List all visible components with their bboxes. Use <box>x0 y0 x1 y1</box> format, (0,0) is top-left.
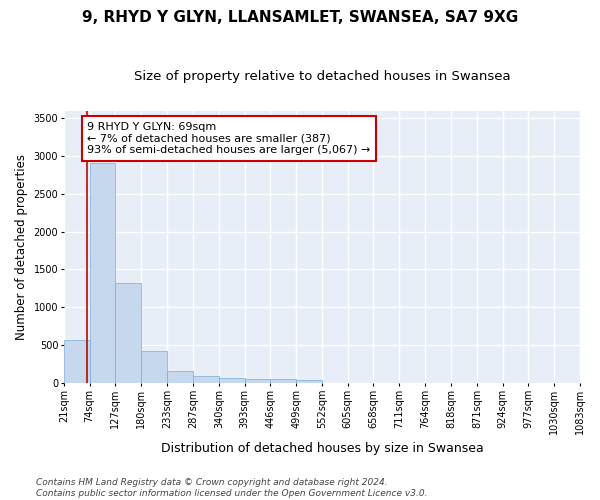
Bar <box>245 378 271 383</box>
Bar <box>167 371 193 383</box>
Bar <box>219 378 245 383</box>
Text: Contains HM Land Registry data © Crown copyright and database right 2024.
Contai: Contains HM Land Registry data © Crown c… <box>36 478 427 498</box>
Bar <box>115 283 141 383</box>
X-axis label: Distribution of detached houses by size in Swansea: Distribution of detached houses by size … <box>161 442 484 455</box>
Bar <box>296 380 322 383</box>
Text: 9 RHYD Y GLYN: 69sqm
← 7% of detached houses are smaller (387)
93% of semi-detac: 9 RHYD Y GLYN: 69sqm ← 7% of detached ho… <box>87 122 371 155</box>
Title: Size of property relative to detached houses in Swansea: Size of property relative to detached ho… <box>134 70 510 83</box>
Bar <box>271 380 296 383</box>
Y-axis label: Number of detached properties: Number of detached properties <box>15 154 28 340</box>
Bar <box>141 352 167 383</box>
Bar <box>193 376 219 383</box>
Text: 9, RHYD Y GLYN, LLANSAMLET, SWANSEA, SA7 9XG: 9, RHYD Y GLYN, LLANSAMLET, SWANSEA, SA7… <box>82 10 518 25</box>
Bar <box>64 340 89 383</box>
Bar <box>89 162 115 383</box>
